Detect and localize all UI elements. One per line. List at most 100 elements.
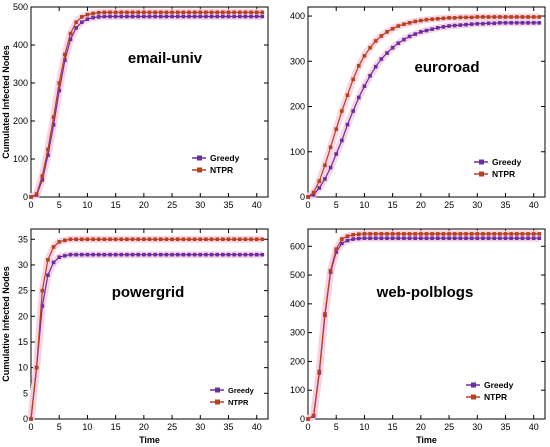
legend-swatch-marker [471,394,476,400]
x-tick-label: 30 [472,422,482,432]
x-tick-label: 35 [223,200,233,210]
data-point [181,237,186,242]
data-point [181,14,186,19]
data-point [323,163,327,168]
data-point [526,236,530,241]
data-point [447,24,451,28]
data-point [464,22,468,27]
y-tick-label: 400 [290,299,305,309]
data-point [492,15,497,19]
data-point [481,15,485,19]
data-point [51,260,56,265]
data-point [356,95,361,100]
data-point [390,236,395,241]
data-point [260,252,265,257]
data-point [147,14,152,19]
data-point [40,174,45,178]
y-axis-title: Cumulated Infected Nodes [1,45,11,159]
plot-frame [307,228,546,420]
data-point [385,232,389,236]
data-point [119,14,124,19]
data-point [51,123,56,127]
data-point [520,21,525,25]
data-point [254,10,259,15]
panel-title: web-polblogs [376,284,474,301]
data-point [79,252,84,257]
data-point [136,237,141,242]
data-point [424,28,429,33]
data-point [237,14,242,19]
data-point [520,15,525,19]
data-point [136,252,141,257]
data-point [237,252,242,257]
data-point [209,252,214,257]
x-tick-label: 30 [195,422,205,432]
data-point [74,252,78,257]
data-point [492,236,497,241]
y-tick-label: 300 [290,56,305,66]
data-point [537,236,542,241]
data-point [102,252,107,257]
y-tick-label: 500 [13,2,28,12]
data-point [29,195,33,199]
data-point [435,236,440,241]
legend-label: NTPR [484,392,507,402]
data-point [452,23,457,28]
data-point [46,153,50,157]
data-point [362,84,367,88]
y-tick-label: 400 [13,40,28,50]
x-tick-label: 40 [529,422,539,432]
x-tick-label: 20 [416,422,426,432]
data-point [323,177,327,181]
data-point [181,10,186,15]
data-point [254,237,259,242]
data-point [419,232,423,236]
data-point [215,10,220,15]
data-point [328,165,333,170]
data-point [204,237,208,242]
x-tick-label: 5 [334,422,339,432]
data-point [153,14,157,19]
x-tick-label: 0 [28,200,33,210]
data-point [175,252,180,257]
y-tick-label: 35 [18,234,28,244]
x-tick-label: 15 [388,200,398,210]
legend-swatch-marker [479,171,484,177]
data-point [345,234,350,238]
y-tick-label: 300 [13,78,28,88]
legend-swatch-marker [215,387,220,393]
legend: Greedy NTPR [466,380,514,402]
data-point [63,52,67,57]
legend-label: Greedy [228,386,255,395]
data-point [153,10,157,15]
x-tick-label: 10 [82,422,92,432]
data-point [464,15,468,20]
data-point [373,232,378,236]
data-point [531,236,536,241]
data-point [362,54,367,58]
data-point [379,232,384,236]
data-point [356,236,361,241]
chart-panel-3: 0 5 10 15 20 25 30 35 40 0 5 10 15 20 25 30 35 powergrid G… [1,228,269,445]
data-point [396,236,401,241]
data-point [520,232,525,236]
data-point [340,241,344,246]
data-point [385,51,389,55]
series-ntpr [29,10,265,199]
data-point [164,10,169,15]
data-point [334,247,339,251]
data-point [531,232,536,236]
x-tick-label: 25 [444,422,454,432]
data-point [356,64,361,68]
data-point [469,236,474,241]
data-point [142,252,146,257]
data-point [113,10,118,15]
data-point [29,417,33,421]
data-point [68,252,73,257]
data-point [226,252,231,257]
data-point [158,252,163,257]
data-point [537,21,542,25]
data-point [498,21,502,25]
data-point [243,252,248,257]
data-point [119,237,124,242]
